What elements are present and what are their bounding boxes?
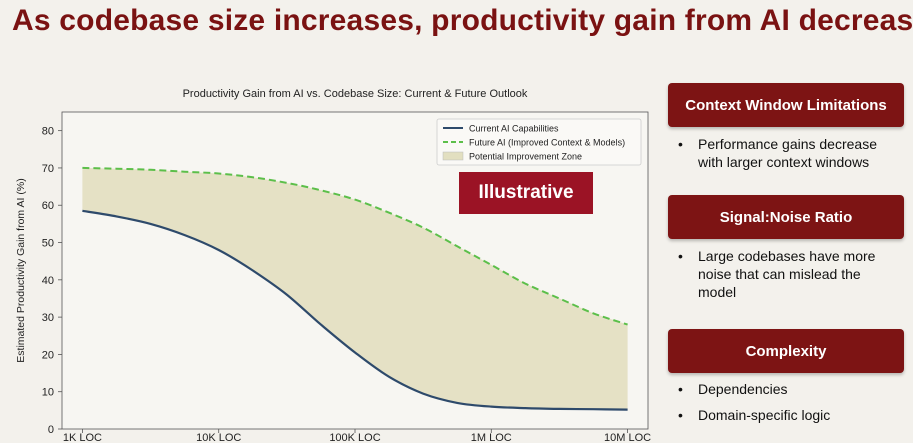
bullet-item: Large codebases have more noise that can… — [676, 247, 901, 301]
improvement-zone-area — [82, 167, 628, 410]
productivity-chart: Productivity Gain from AI vs. Codebase S… — [15, 88, 651, 443]
legend-future-ai-label: Future AI (Improved Context & Models) — [469, 138, 625, 148]
bullet-item: Performance gains decrease with larger c… — [676, 135, 901, 171]
series-line-future-ai — [82, 166, 628, 326]
legend-box — [436, 118, 642, 166]
y-tick-label: 50 — [42, 238, 54, 250]
panel-context-window-title: Context Window Limitations — [668, 83, 904, 127]
panel-complexity-bullets: Dependencies Domain-specific logic — [676, 380, 901, 432]
y-tick-label: 0 — [48, 424, 54, 436]
panel-signal-noise-title: Signal:Noise Ratio — [668, 195, 904, 239]
y-tick-label: 60 — [42, 200, 54, 212]
y-tick-label: 40 — [42, 275, 54, 287]
bullet-item: Dependencies — [676, 380, 901, 398]
y-tick-label: 20 — [42, 349, 54, 361]
y-tick-label: 70 — [42, 163, 54, 175]
y-tick-label: 10 — [42, 387, 54, 399]
x-tick-label: 10K LOC — [196, 432, 241, 443]
legend-improvement-zone-swatch — [442, 151, 464, 161]
slide-title: As codebase size increases, productivity… — [12, 4, 913, 37]
panel-signal-noise-bullets: Large codebases have more noise that can… — [676, 247, 901, 309]
legend-current-ai-label: Current AI Capabilities — [469, 124, 559, 134]
bullet-item: Domain-specific logic — [676, 406, 901, 424]
y-axis-label: Estimated Productivity Gain from AI (%) — [15, 178, 27, 362]
legend-improvement-zone-label: Potential Improvement Zone — [469, 152, 582, 162]
x-tick-label: 1K LOC — [63, 432, 102, 443]
x-tick-label: 1M LOC — [471, 432, 512, 443]
panel-context-window-bullets: Performance gains decrease with larger c… — [676, 135, 901, 179]
chart-title: Productivity Gain from AI vs. Codebase S… — [183, 88, 528, 100]
y-tick-label: 30 — [42, 312, 54, 324]
illustrative-badge: Illustrative — [459, 172, 593, 214]
series-line-current-ai — [82, 209, 628, 411]
y-tick-label: 80 — [42, 126, 54, 138]
panel-complexity-title: Complexity — [668, 329, 904, 373]
x-tick-label: 100K LOC — [329, 432, 380, 443]
x-tick-label: 10M LOC — [604, 432, 651, 443]
